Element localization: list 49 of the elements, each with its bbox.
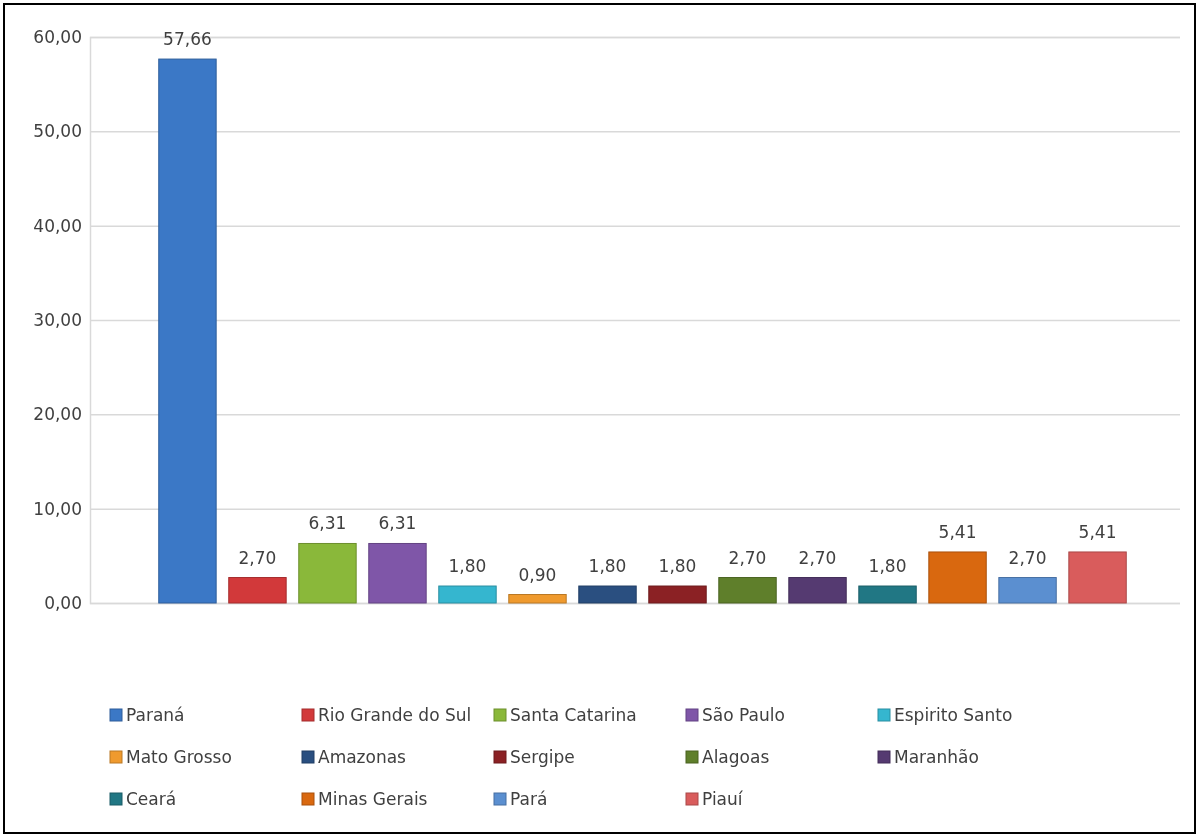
data-label: 6,31 xyxy=(308,513,347,534)
bar xyxy=(298,542,357,604)
y-tick-label: 0,00 xyxy=(44,592,82,613)
data-label: 1,80 xyxy=(588,556,627,577)
bar xyxy=(158,58,217,604)
legend-label: Piauí xyxy=(702,788,744,809)
data-label: 2,70 xyxy=(238,547,277,568)
data-label: 1,80 xyxy=(658,556,697,577)
data-label: 0,90 xyxy=(518,564,557,585)
bar xyxy=(788,577,847,604)
legend-label: Espirito Santo xyxy=(894,704,1013,725)
bar xyxy=(648,585,707,604)
legend-label: Amazonas xyxy=(318,746,407,767)
y-tick-label: 50,00 xyxy=(33,121,82,142)
bar xyxy=(998,577,1057,604)
legend-label: Ceará xyxy=(126,788,177,809)
legend-label: Alagoas xyxy=(702,746,770,767)
legend-label: Pará xyxy=(510,788,548,809)
bar xyxy=(508,594,567,604)
bar xyxy=(858,585,917,604)
bar xyxy=(228,577,287,604)
legend-label: Santa Catarina xyxy=(510,704,637,725)
data-label: 1,80 xyxy=(448,556,487,577)
y-tick-label: 60,00 xyxy=(33,26,82,47)
y-tick-label: 20,00 xyxy=(33,404,82,425)
legend-label: Sergipe xyxy=(510,746,575,767)
bar xyxy=(438,585,497,604)
data-label: 2,70 xyxy=(1008,547,1047,568)
legend-label: São Paulo xyxy=(702,704,785,725)
data-label: 5,41 xyxy=(938,521,977,542)
legend-label: Paraná xyxy=(126,704,185,725)
data-label: 6,31 xyxy=(378,513,417,534)
data-label: 2,70 xyxy=(798,547,837,568)
bar xyxy=(578,585,637,604)
y-tick-label: 10,00 xyxy=(33,498,82,519)
data-label: 5,41 xyxy=(1078,521,1117,542)
y-tick-label: 30,00 xyxy=(33,309,82,330)
bar xyxy=(368,542,427,604)
legend-label: Maranhão xyxy=(894,746,979,767)
data-label: 1,80 xyxy=(868,556,907,577)
bar xyxy=(928,551,987,604)
bar xyxy=(1068,551,1127,604)
data-label: 2,70 xyxy=(728,547,767,568)
legend-label: Minas Gerais xyxy=(318,788,428,809)
y-tick-label: 40,00 xyxy=(33,215,82,236)
data-label: 57,66 xyxy=(163,29,212,50)
bar xyxy=(718,577,777,604)
legend-label: Mato Grosso xyxy=(126,746,232,767)
legend-label: Rio Grande do Sul xyxy=(318,704,472,725)
